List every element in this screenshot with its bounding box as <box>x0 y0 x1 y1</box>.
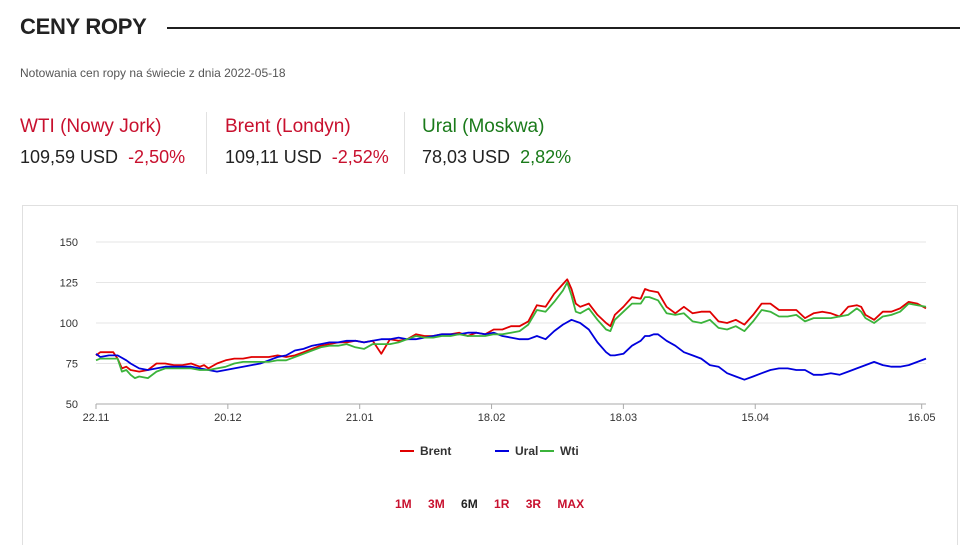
quote-change: -2,52% <box>331 147 389 167</box>
quote-price: 78,03 USD <box>422 147 511 167</box>
range-button-3r[interactable]: 3R <box>525 497 542 511</box>
series-line-ural <box>95 318 927 381</box>
quote-name: Ural (Moskwa) <box>422 116 545 137</box>
quote-price: 109,11 USD <box>225 147 322 167</box>
quote-change: -2,50% <box>128 147 186 167</box>
range-button-1m[interactable]: 1M <box>395 497 412 511</box>
x-tick-label: 18.03 <box>610 412 638 424</box>
series-line-brent <box>95 278 927 373</box>
legend-label-wti: Wti <box>560 444 579 458</box>
oil-price-chart: 50 75 100 125 150 22.11 20.12 21.01 18.02 18.03 15… <box>60 237 936 458</box>
range-button-max[interactable]: MAX <box>557 497 585 511</box>
quote-name: WTI (Nowy Jork) <box>20 116 162 137</box>
range-selector: 1M 3M 6M 1R 3R MAX <box>395 497 597 511</box>
quote-change: 2,82% <box>520 147 572 167</box>
quote-name: Brent (Londyn) <box>225 116 351 137</box>
x-tick-label: 16.05 <box>908 412 936 424</box>
y-tick-label: 100 <box>60 318 78 330</box>
x-tick-label: 22.11 <box>83 412 110 424</box>
range-button-6m[interactable]: 6M <box>461 497 478 511</box>
quote-wti: WTI (Nowy Jork) 109,59 USD -2,50% <box>20 112 185 174</box>
x-tick-label: 18.02 <box>478 412 506 424</box>
title-divider <box>167 27 960 29</box>
chart-panel: 50 75 100 125 150 22.11 20.12 21.01 18.02 18.03 15… <box>22 205 958 545</box>
y-tick-label: 125 <box>60 278 78 290</box>
range-button-3m[interactable]: 3M <box>428 497 445 511</box>
legend-label-ural: Ural <box>515 444 538 458</box>
quote-price: 109,59 USD <box>20 147 119 167</box>
quote-ural: Ural (Moskwa) 78,03 USD 2,82% <box>404 112 571 174</box>
x-tick-label: 15.04 <box>741 412 769 424</box>
y-tick-label: 150 <box>60 237 78 249</box>
legend-label-brent: Brent <box>420 444 451 458</box>
quote-brent: Brent (Londyn) 109,11 USD -2,52% <box>206 112 389 174</box>
y-tick-label: 50 <box>66 399 78 411</box>
x-tick-label: 21.01 <box>346 412 374 424</box>
series-line-wti <box>95 281 927 379</box>
quote-date-subtitle: Notowania cen ropy na świecie z dnia 202… <box>20 66 286 80</box>
y-tick-label: 75 <box>66 359 78 371</box>
section-header: CENY ROPY <box>20 10 960 44</box>
range-button-1r[interactable]: 1R <box>494 497 510 511</box>
x-tick-label: 20.12 <box>214 412 242 424</box>
section-title: CENY ROPY <box>20 14 147 39</box>
